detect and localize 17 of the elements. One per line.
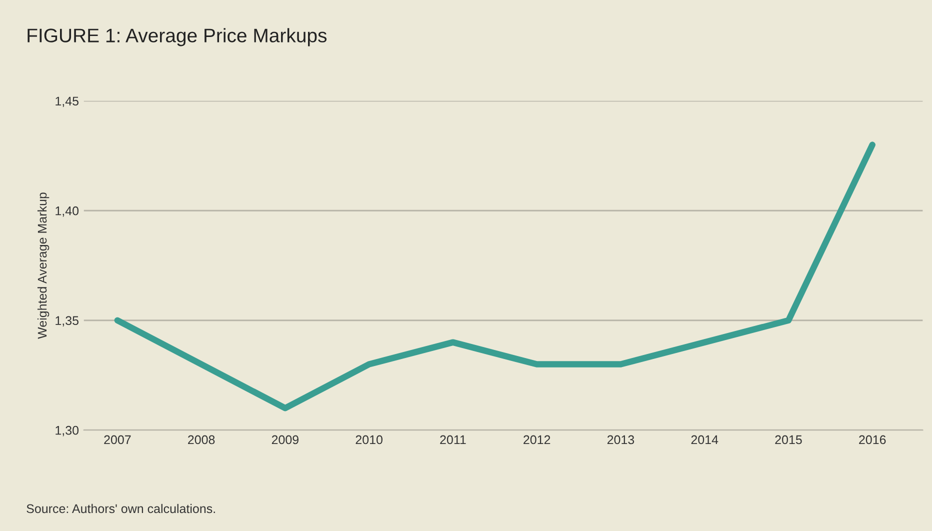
y-tick-label: 1,30 bbox=[56, 426, 79, 436]
x-tick-label: 2013 bbox=[607, 435, 634, 444]
x-tick-label: 2011 bbox=[440, 435, 466, 444]
x-tick-label: 2007 bbox=[104, 435, 131, 444]
x-tick-label: 2010 bbox=[356, 435, 382, 444]
chart-title: FIGURE 1: Average Price Markups bbox=[28, 28, 327, 46]
y-tick-label: 1,35 bbox=[56, 316, 78, 326]
x-tick-label: 2012 bbox=[524, 435, 550, 444]
x-tick-label: 2015 bbox=[775, 435, 802, 444]
y-axis-title: Weighted Average Markup bbox=[37, 192, 50, 339]
x-tick-label: 2008 bbox=[188, 435, 215, 444]
y-tick-label: 1,45 bbox=[56, 96, 78, 108]
x-tick-label: 2016 bbox=[859, 435, 886, 444]
x-tick-label: 2009 bbox=[272, 435, 299, 444]
x-tick-label: 2014 bbox=[691, 435, 718, 444]
source-note: Source: Authors' own calculations. bbox=[26, 504, 215, 514]
y-tick-label: 1,40 bbox=[56, 206, 79, 217]
